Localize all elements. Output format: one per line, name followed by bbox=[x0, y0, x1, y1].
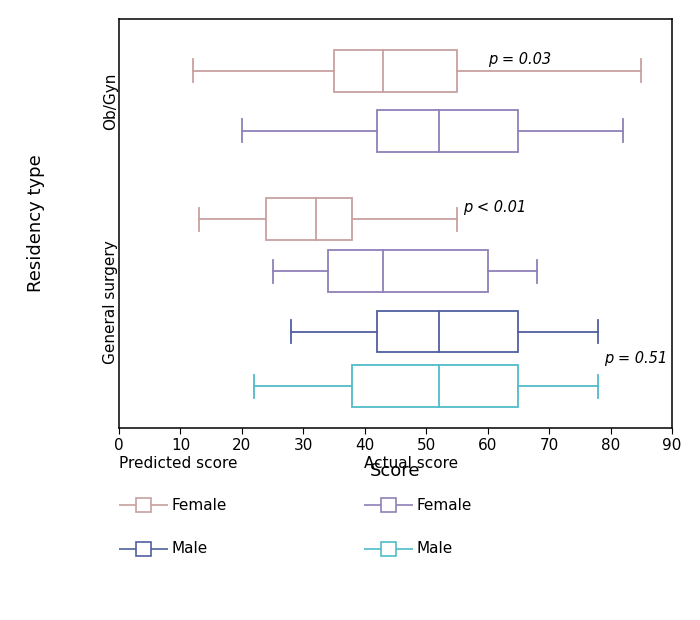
Bar bbox=[377, 110, 519, 152]
Text: Predicted score: Predicted score bbox=[119, 456, 237, 471]
Bar bbox=[334, 50, 457, 92]
Text: Female: Female bbox=[172, 498, 227, 513]
Text: Male: Male bbox=[172, 541, 208, 556]
Bar bbox=[377, 311, 519, 352]
Bar bbox=[136, 542, 151, 556]
Text: Female: Female bbox=[416, 498, 472, 513]
Text: p = 0.51: p = 0.51 bbox=[604, 352, 668, 366]
Bar bbox=[136, 498, 151, 512]
Text: Male: Male bbox=[416, 541, 453, 556]
Bar bbox=[267, 198, 353, 240]
Bar bbox=[382, 498, 396, 512]
Text: p = 0.03: p = 0.03 bbox=[488, 51, 551, 67]
Y-axis label: Residency type: Residency type bbox=[27, 154, 45, 292]
Bar bbox=[353, 365, 519, 407]
X-axis label: Score: Score bbox=[370, 461, 421, 479]
Text: p < 0.01: p < 0.01 bbox=[463, 200, 526, 215]
Bar bbox=[328, 250, 488, 292]
Bar bbox=[382, 542, 396, 556]
Text: Actual score: Actual score bbox=[364, 456, 458, 471]
